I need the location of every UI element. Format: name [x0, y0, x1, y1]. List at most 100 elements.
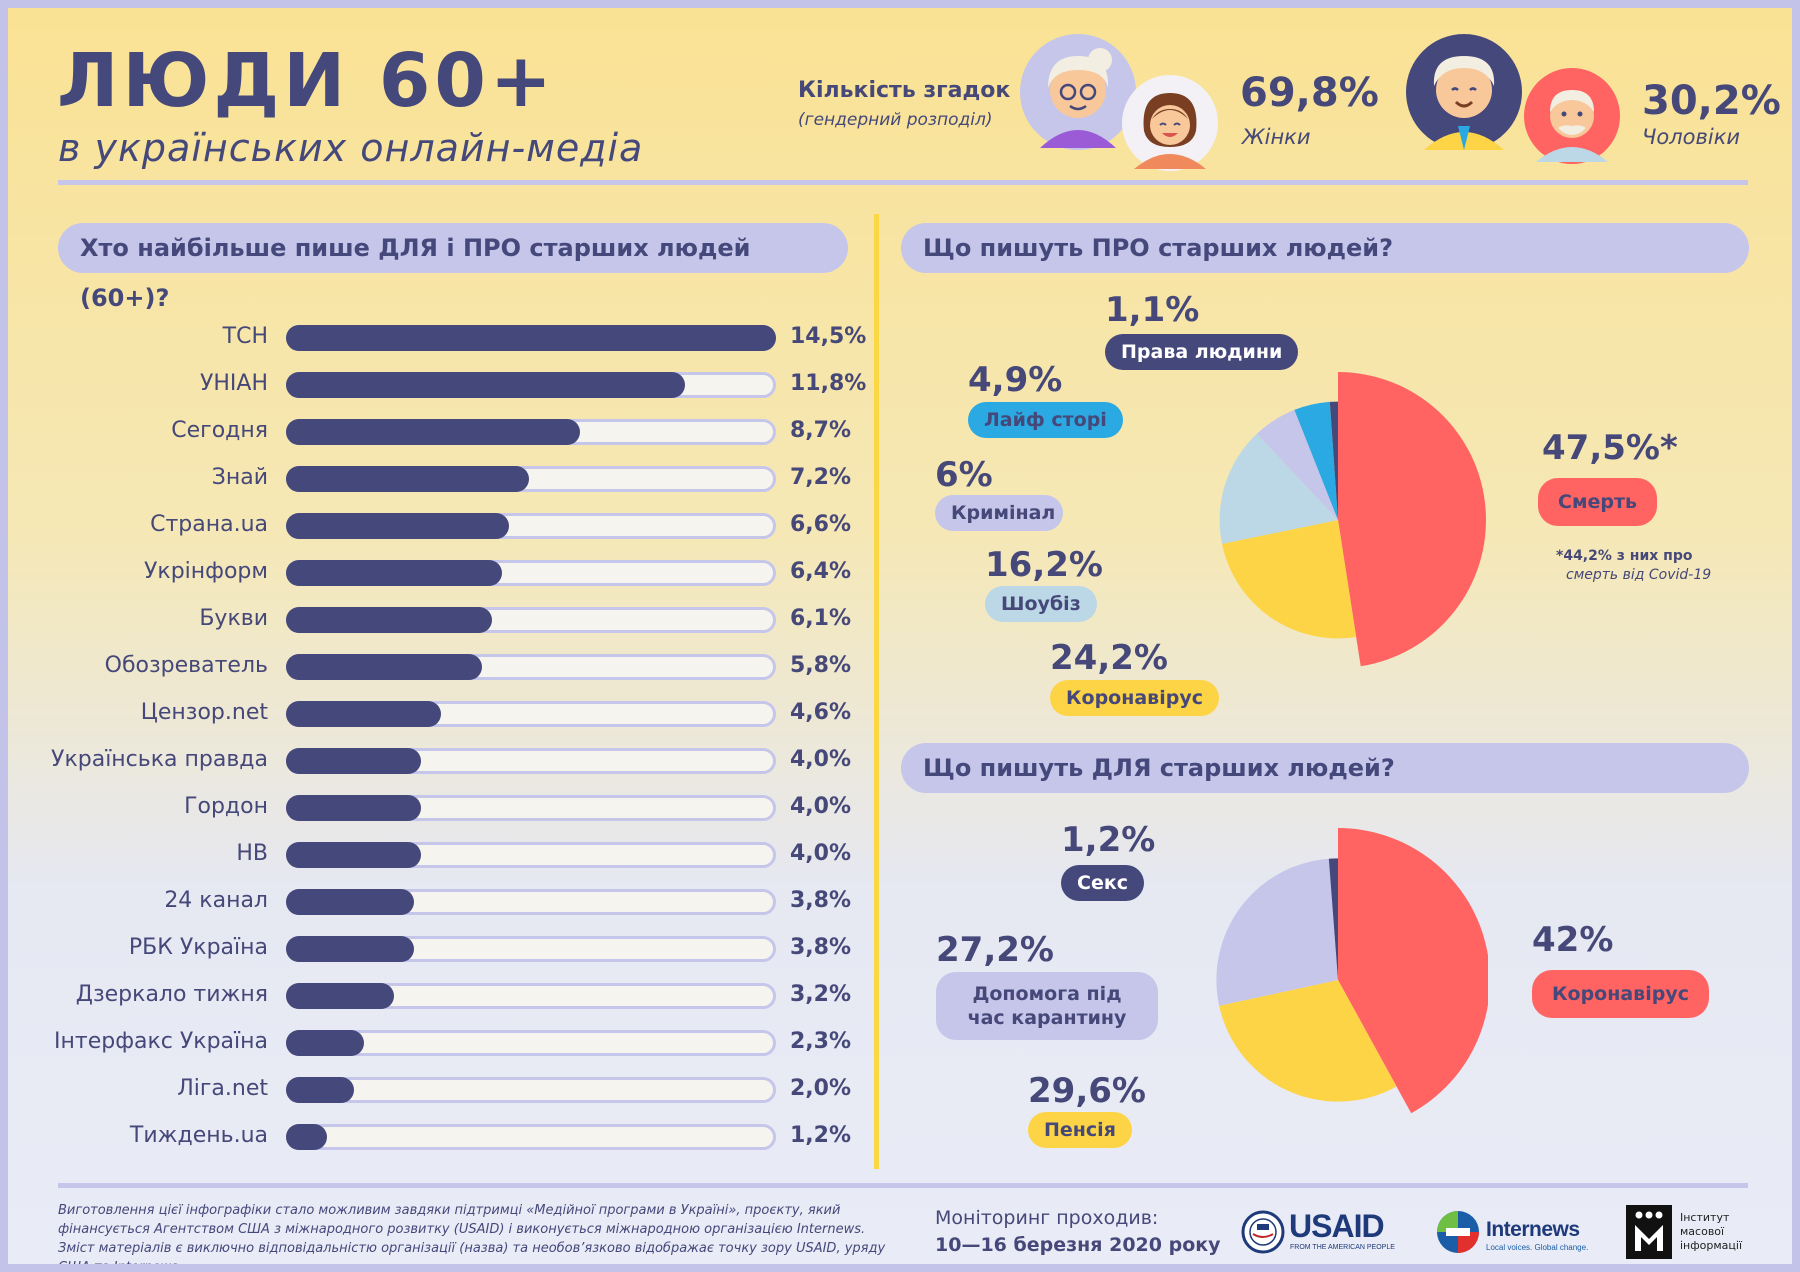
internews-subtext: Local voices. Global change.	[1486, 1243, 1589, 1252]
bar-label: Укрінформ	[144, 559, 268, 584]
pie-slice	[1294, 401, 1338, 520]
pie1-value-4: 16,2%	[985, 545, 1103, 585]
bar	[286, 748, 422, 774]
bar	[286, 325, 776, 351]
bar-label: Обозреватель	[104, 653, 268, 678]
bar-label: Тиждень.ua	[129, 1123, 268, 1148]
bar-value-label: 8,7%	[790, 418, 852, 443]
elderly-woman-icon	[1020, 34, 1136, 150]
bar-track	[286, 1124, 776, 1150]
bar	[286, 419, 580, 445]
pie2-label-pension: Пенсія	[1028, 1112, 1132, 1148]
bar-value-label: 3,8%	[790, 888, 852, 913]
usaid-seal-icon	[1241, 1210, 1285, 1254]
bar-value-label: 6,4%	[790, 559, 852, 584]
men-percent: 30,2%	[1642, 78, 1781, 124]
bar-label: РБК Україна	[128, 935, 268, 960]
bar-value-label: 4,0%	[790, 747, 852, 772]
pie2-value-1: 1,2%	[1061, 820, 1156, 860]
pie1-label-life-story: Лайф сторі	[968, 402, 1123, 438]
bar-value-label: 2,0%	[790, 1076, 852, 1101]
pie2-label-coronavirus: Коронавірус	[1532, 970, 1709, 1018]
about-pie-chart	[1219, 372, 1486, 667]
bar-value-label: 7,2%	[790, 465, 852, 490]
bar	[286, 795, 422, 821]
bar	[286, 466, 530, 492]
bar-value-label: 3,2%	[790, 982, 852, 1007]
pie1-value-6: 47,5%*	[1542, 428, 1678, 468]
bar-label: ТСН	[222, 324, 268, 349]
bar-label: Дзеркало тижня	[75, 982, 268, 1007]
gender-note: (гендерний розподіл)	[798, 110, 993, 130]
bar-label: УНІАН	[199, 371, 268, 396]
bar	[286, 372, 685, 398]
usaid-text: USAID	[1289, 1208, 1385, 1244]
pie2-value-2: 27,2%	[936, 930, 1054, 970]
internews-text: Internews	[1486, 1218, 1580, 1241]
bar-value-label: 5,8%	[790, 653, 852, 678]
bar-label: Українська правда	[51, 747, 268, 772]
bar-value-label: 2,3%	[790, 1029, 852, 1054]
bar	[286, 936, 415, 962]
imi-text-1: Інститут	[1680, 1211, 1730, 1224]
bar-label: Страна.ua	[150, 512, 268, 537]
bar-value-label: 14,5%	[790, 324, 867, 349]
credits-text: Виготовлення цієї інфографіки стало можл…	[58, 1203, 886, 1264]
imi-text-3: інформації	[1680, 1239, 1743, 1252]
bar-label: Цензор.net	[140, 700, 268, 725]
header-divider	[58, 180, 1748, 185]
usaid-logo: USAID FROM THE AMERICAN PEOPLE	[1241, 1208, 1401, 1258]
women-percent: 69,8%	[1240, 70, 1379, 116]
page-subtitle: в українських онлайн-медіа	[58, 126, 644, 170]
column-divider	[874, 214, 879, 1169]
elderly-man-icon	[1406, 34, 1522, 150]
bars-section-title: Хто найбільше пише ДЛЯ і ПРО старших люд…	[58, 223, 848, 312]
imi-logo: Інститут масової інформації	[1626, 1205, 1756, 1263]
bar-label: Інтерфакс Україна	[54, 1029, 268, 1054]
pie-slice	[1222, 520, 1357, 639]
pie-slice	[1338, 828, 1488, 1114]
pie-slice	[1329, 401, 1338, 520]
imi-mark-icon	[1626, 1205, 1672, 1259]
bar-label: Знай	[211, 465, 268, 490]
women-label: Жінки	[1242, 125, 1311, 149]
bar	[286, 513, 510, 539]
pie-slice	[1328, 858, 1338, 980]
bar	[286, 654, 482, 680]
bar-value-label: 4,0%	[790, 794, 852, 819]
man-icon	[1524, 68, 1620, 164]
pie1-value-2: 4,9%	[968, 360, 1063, 400]
monitoring-dates: 10—16 березня 2020 року	[935, 1234, 1221, 1256]
bar	[286, 1077, 354, 1103]
bar-value-label: 4,0%	[790, 841, 852, 866]
bar-label: Букви	[199, 606, 268, 631]
men-label: Чоловіки	[1642, 125, 1741, 149]
for-pie-chart	[1216, 828, 1488, 1114]
bar	[286, 1124, 327, 1150]
pie2-label-help: Допомога під час карантину	[936, 972, 1158, 1040]
page-title: ЛЮДИ 60+	[57, 38, 556, 124]
pie-slice	[1216, 858, 1338, 1006]
pie1-label-crime: Кримінал	[935, 495, 1063, 531]
bar-value-label: 4,6%	[790, 700, 852, 725]
for-section-title: Що пишуть ДЛЯ старших людей?	[901, 743, 1749, 793]
bar-label: Гордон	[184, 794, 268, 819]
gender-label: Кількість згадок	[798, 78, 1011, 103]
bar-track	[286, 1077, 776, 1103]
bar-track	[286, 1030, 776, 1056]
bar	[286, 607, 493, 633]
bar	[286, 560, 503, 586]
pie1-footnote-2: смерть від Covid-19	[1566, 567, 1712, 583]
bar-label: 24 канал	[164, 888, 268, 913]
pie-slice	[1219, 433, 1338, 544]
bar-label: Ліга.net	[177, 1076, 268, 1101]
usaid-subtext: FROM THE AMERICAN PEOPLE	[1290, 1244, 1395, 1251]
footer-divider	[58, 1183, 1748, 1188]
bar	[286, 701, 442, 727]
pie1-footnote-1: *44,2% з них про	[1556, 548, 1693, 564]
pie1-value-5: 24,2%	[1050, 638, 1168, 678]
monitoring-label: Моніторинг проходив:	[935, 1207, 1159, 1229]
pie2-value-4: 42%	[1532, 920, 1614, 960]
bar	[286, 1030, 364, 1056]
pie2-label-sex: Секс	[1061, 865, 1144, 901]
